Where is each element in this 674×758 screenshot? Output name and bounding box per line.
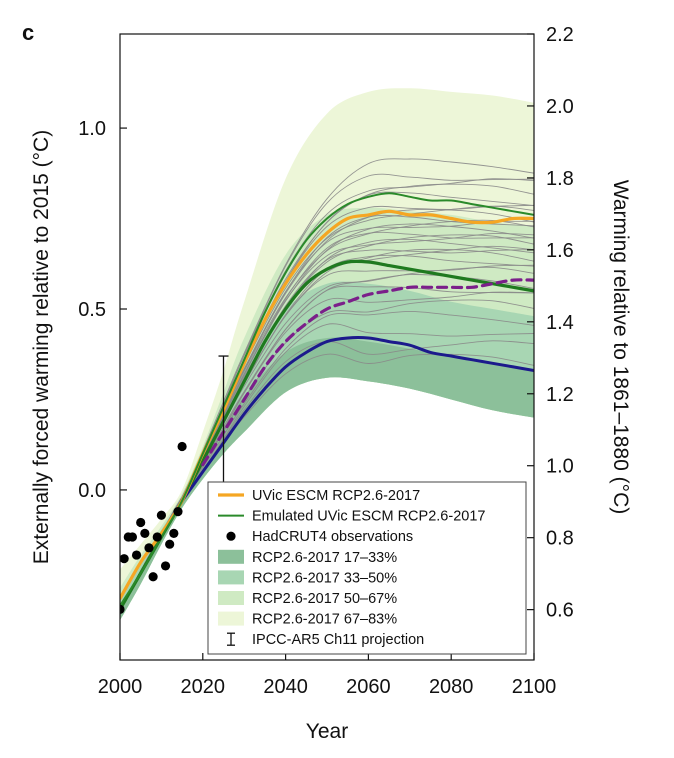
left-tick-label: 1.0: [78, 118, 106, 140]
legend-label: IPCC-AR5 Ch11 projection: [252, 632, 424, 648]
series-low-line: [180, 336, 534, 503]
observation-points: [120, 441, 187, 614]
plot-frame: [119, 33, 535, 661]
observation-point: [177, 441, 187, 452]
series-lines: [120, 192, 534, 611]
observation-point: [127, 532, 138, 542]
observation-point: [169, 528, 179, 538]
legend-label: UVic ESCM RCP2.6-2017: [252, 488, 420, 504]
legend-label: RCP2.6-2017 33–50%: [252, 570, 397, 586]
legend-swatch-patch: [218, 570, 244, 585]
legend-label: HadCRUT4 observations: [252, 529, 413, 545]
observation-point: [144, 543, 154, 553]
x-tick-label: 2060: [346, 676, 391, 698]
observation-point: [136, 517, 146, 528]
right-tick-label: 2.0: [546, 96, 574, 118]
observation-point: [120, 554, 129, 564]
observation-point: [165, 539, 175, 549]
legend-label: RCP2.6-2017 50–67%: [252, 591, 397, 607]
legend: UVic ESCM RCP2.6-2017 Emulated UVic ESCM …: [207, 481, 527, 655]
x-tick-label: 2100: [512, 676, 557, 698]
right-tick-label: 2.2: [546, 24, 574, 46]
left-tick-label: 0.5: [78, 299, 106, 321]
observation-point: [152, 532, 162, 542]
right-axis-label: Warming relative to 1861–1880 (°C): [609, 180, 632, 514]
right-tick-label: 1.4: [546, 312, 574, 334]
series-emulated-line: [120, 192, 534, 607]
observation-point: [148, 572, 158, 582]
x-tick-label: 2080: [429, 676, 474, 698]
legend-box: [207, 481, 527, 655]
ensemble-line: [120, 353, 534, 610]
right-tick-label: 1.0: [546, 456, 574, 478]
observation-point: [120, 604, 125, 614]
x-axis-ticks: 2000 2020 2040 2060 2080 2100: [98, 653, 557, 698]
right-axis-ticks: 0.6 0.8 1.0 1.2 1.4 1.6 1.8 2.0 2.2: [527, 24, 574, 622]
plot-area: [120, 88, 534, 621]
x-tick-label: 2000: [98, 676, 143, 698]
observation-point: [173, 507, 183, 517]
right-tick-label: 0.6: [546, 600, 574, 622]
band-4: [120, 337, 534, 621]
legend-swatch-patch: [218, 611, 244, 626]
observation-point: [140, 528, 150, 538]
legend-label: RCP2.6-2017 67–83%: [252, 612, 397, 628]
right-tick-label: 1.2: [546, 384, 574, 406]
left-axis-ticks: 0.0 0.5 1.0: [78, 118, 127, 502]
right-tick-label: 1.6: [546, 240, 574, 262]
series-dashed-line: [201, 278, 534, 467]
legend-label: RCP2.6-2017 17–33%: [252, 550, 397, 566]
left-axis-label: Externally forced warming relative to 20…: [30, 130, 53, 564]
legend-swatch-dot: [226, 531, 236, 541]
observation-point: [160, 561, 171, 571]
legend-swatch-patch: [218, 549, 244, 564]
x-tick-label: 2040: [263, 676, 308, 698]
legend-swatch-patch: [218, 591, 244, 605]
legend-label: Emulated UVic ESCM RCP2.6-2017: [252, 509, 485, 525]
left-tick-label: 0.0: [78, 480, 106, 502]
x-tick-label: 2020: [181, 676, 226, 698]
x-axis-label: Year: [306, 720, 348, 743]
observation-point: [156, 510, 166, 520]
panel-label: c: [22, 20, 34, 45]
observation-point: [131, 550, 142, 560]
right-tick-label: 1.8: [546, 168, 574, 190]
right-tick-label: 0.8: [546, 528, 574, 550]
